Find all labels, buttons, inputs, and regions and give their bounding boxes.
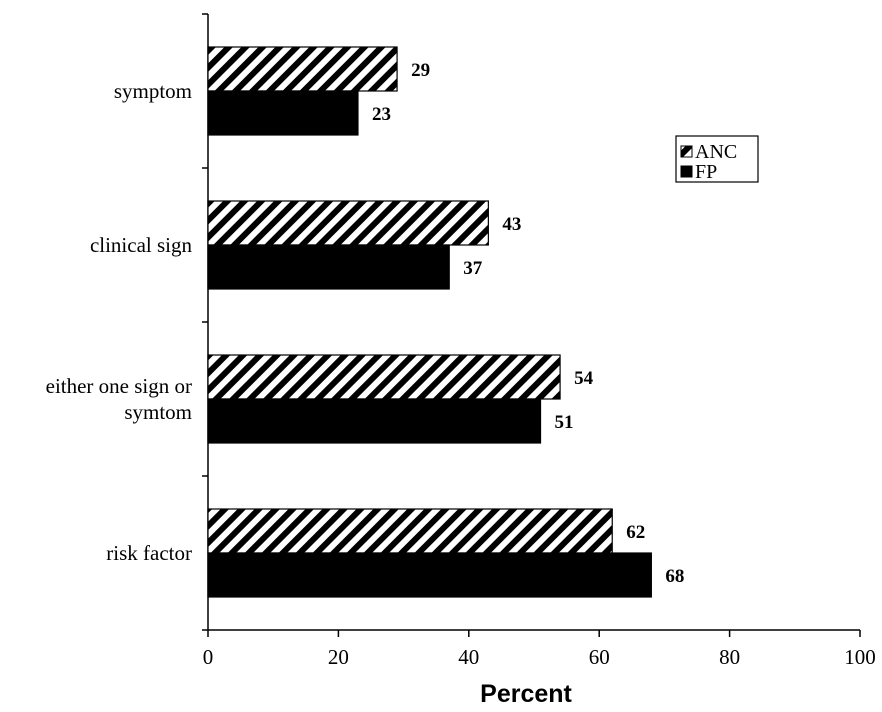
legend-label-anc: ANC (695, 141, 737, 163)
bar-fp-1 (207, 244, 450, 290)
legend-label-fp: FP (695, 161, 717, 183)
data-label: 29 (411, 60, 430, 81)
x-tick-label: 0 (203, 645, 214, 669)
x-axis-title: Percent (480, 680, 572, 708)
x-tick-label: 20 (328, 645, 349, 669)
category-label: clinical sign (90, 233, 193, 257)
data-label: 62 (626, 522, 645, 543)
x-tick-label: 100 (844, 645, 876, 669)
bar-fp-3 (207, 552, 652, 598)
x-tick-label: 40 (458, 645, 479, 669)
bar-anc-3 (207, 508, 613, 554)
category-label: symptom (114, 79, 192, 103)
bar-anc-1 (207, 200, 489, 246)
data-label: 43 (502, 214, 521, 235)
bar-anc-2 (207, 354, 561, 400)
data-label: 51 (555, 412, 574, 433)
bar-anc-0 (207, 46, 398, 92)
bar-fp-0 (207, 90, 359, 136)
legend-swatch-anc (680, 145, 693, 158)
data-label: 54 (574, 368, 594, 389)
data-label: 68 (665, 566, 684, 587)
x-tick-label: 80 (719, 645, 740, 669)
category-label: either one sign or symtom (46, 374, 192, 424)
category-label: risk factor (106, 541, 192, 565)
data-label: 23 (372, 104, 391, 125)
legend-swatch-fp (680, 165, 693, 178)
x-tick-label: 60 (589, 645, 610, 669)
bar-fp-2 (207, 398, 542, 444)
data-label: 37 (463, 258, 483, 279)
plot-area: 0 20 40 60 80 100 Percent 29 23 symptom 43 37 clinic… (46, 13, 876, 708)
